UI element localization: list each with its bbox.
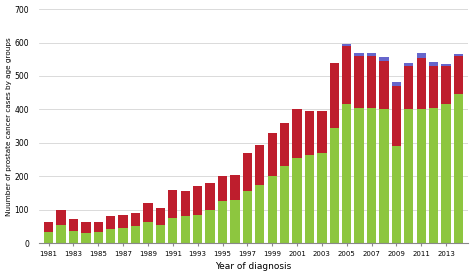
Bar — [280, 123, 289, 166]
Bar — [355, 108, 364, 243]
Bar — [181, 191, 190, 217]
Bar — [255, 185, 264, 243]
Bar — [317, 111, 327, 153]
Bar — [94, 232, 103, 243]
Bar — [131, 226, 140, 243]
Bar — [317, 153, 327, 243]
Bar — [292, 158, 301, 243]
Bar — [143, 222, 153, 243]
Bar — [205, 210, 215, 243]
Bar — [392, 86, 401, 146]
Bar — [193, 186, 202, 215]
Bar — [56, 210, 66, 225]
Bar — [81, 222, 91, 233]
Bar — [392, 146, 401, 243]
Bar — [267, 176, 277, 243]
Bar — [243, 153, 252, 191]
Bar — [367, 53, 376, 56]
Bar — [106, 216, 115, 229]
Bar — [118, 215, 128, 228]
Bar — [230, 200, 239, 243]
Bar — [342, 44, 351, 46]
Bar — [156, 225, 165, 243]
Bar — [417, 58, 426, 109]
Bar — [193, 215, 202, 243]
Bar — [329, 128, 339, 243]
Bar — [181, 217, 190, 243]
Bar — [355, 53, 364, 56]
Bar — [44, 222, 53, 232]
Bar — [379, 57, 389, 61]
Bar — [44, 232, 53, 243]
Bar — [143, 203, 153, 222]
Bar — [454, 54, 463, 56]
Bar — [106, 229, 115, 243]
Bar — [355, 56, 364, 108]
Bar — [243, 191, 252, 243]
Bar — [267, 133, 277, 176]
Bar — [429, 66, 438, 108]
Bar — [379, 61, 389, 109]
Bar — [417, 109, 426, 243]
Y-axis label: Nuumber of prostate cancer cases by age groups: Nuumber of prostate cancer cases by age … — [6, 37, 11, 216]
Bar — [81, 233, 91, 243]
Bar — [404, 66, 413, 109]
Bar — [305, 111, 314, 155]
Bar — [417, 53, 426, 58]
Bar — [454, 94, 463, 243]
Bar — [441, 66, 451, 104]
Bar — [404, 63, 413, 66]
Bar — [168, 218, 177, 243]
Bar — [367, 108, 376, 243]
Bar — [69, 230, 78, 243]
Bar — [342, 104, 351, 243]
Bar — [404, 109, 413, 243]
Bar — [131, 213, 140, 226]
Bar — [441, 64, 451, 66]
Bar — [218, 176, 227, 201]
Bar — [454, 56, 463, 94]
Bar — [168, 190, 177, 218]
Bar — [156, 208, 165, 225]
Bar — [441, 104, 451, 243]
Bar — [429, 108, 438, 243]
Bar — [379, 109, 389, 243]
Bar — [292, 109, 301, 158]
Bar — [392, 82, 401, 86]
Bar — [69, 219, 78, 230]
Bar — [429, 62, 438, 66]
Bar — [329, 63, 339, 128]
Bar — [367, 56, 376, 108]
Bar — [305, 155, 314, 243]
Bar — [280, 166, 289, 243]
Bar — [205, 183, 215, 210]
X-axis label: Year of diagnosis: Year of diagnosis — [216, 262, 292, 271]
Bar — [255, 145, 264, 185]
Bar — [230, 175, 239, 200]
Bar — [342, 46, 351, 104]
Bar — [118, 228, 128, 243]
Bar — [94, 222, 103, 232]
Bar — [56, 225, 66, 243]
Bar — [218, 201, 227, 243]
